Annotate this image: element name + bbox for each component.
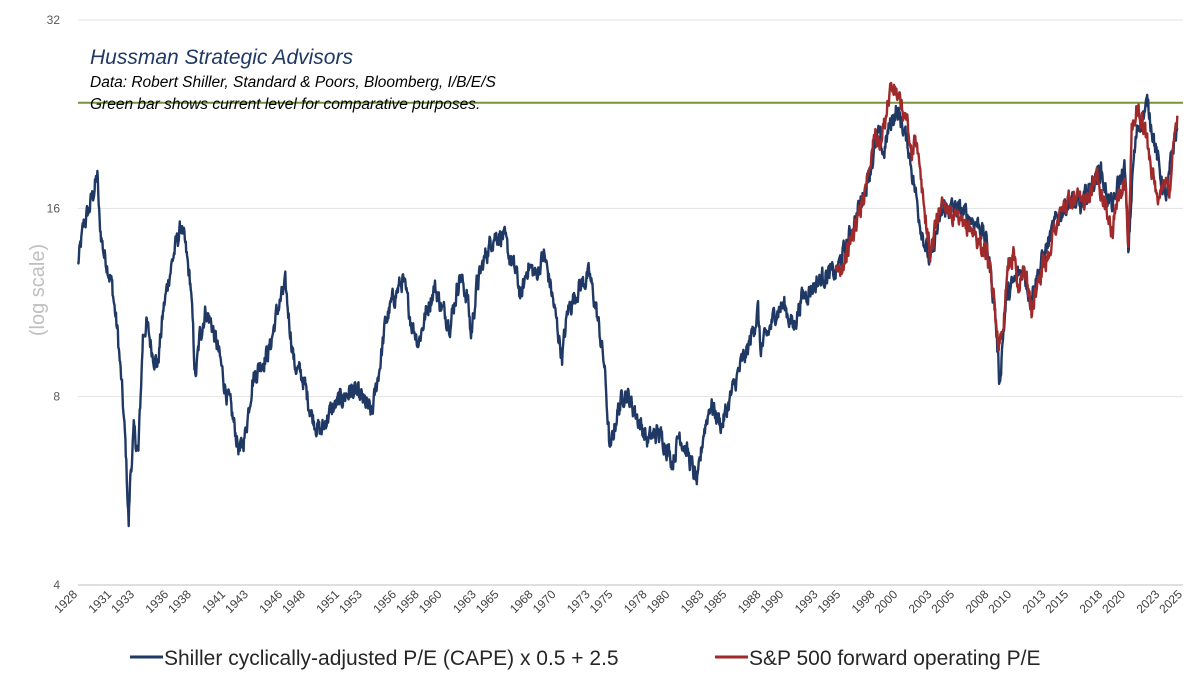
annotation-note: Green bar shows current level for compar… — [90, 96, 480, 113]
annotation-title: Hussman Strategic Advisors — [90, 46, 353, 69]
series-group — [76, 81, 1179, 528]
y-tick-label: 8 — [53, 390, 60, 404]
y-tick-label: 4 — [53, 578, 60, 592]
legend: Shiller cyclically-adjusted P/E (CAPE) x… — [130, 647, 1040, 670]
y-tick-labels: 4 8 16 32 — [47, 13, 61, 592]
annotation-source: Data: Robert Shiller, Standard & Poors, … — [90, 74, 496, 91]
legend-label-forward-pe: S&P 500 forward operating P/E — [749, 647, 1040, 670]
y-tick-label: 32 — [47, 13, 61, 27]
series-line-forward-pe — [834, 81, 1179, 352]
y-tick-label: 16 — [47, 201, 61, 215]
legend-label-cape: Shiller cyclically-adjusted P/E (CAPE) x… — [164, 647, 619, 670]
y-axis-label: (log scale) — [27, 244, 49, 336]
